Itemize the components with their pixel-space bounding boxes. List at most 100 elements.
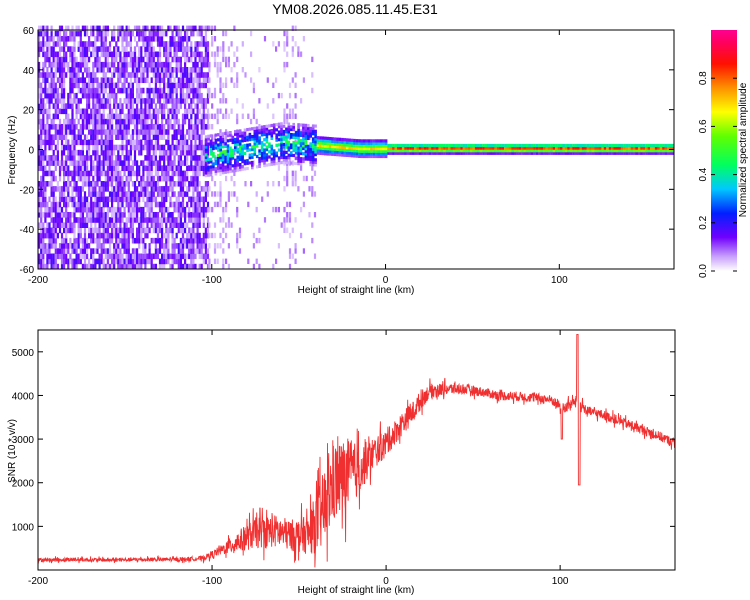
heatmap-cell <box>94 108 97 115</box>
heatmap-cell <box>188 118 191 125</box>
heatmap-cell <box>291 170 294 176</box>
heatmap-cell <box>123 51 126 58</box>
heatmap-cell <box>127 227 130 234</box>
heatmap-cell <box>44 103 47 109</box>
heatmap-cell <box>106 165 109 171</box>
heatmap-cell <box>196 196 199 203</box>
heatmap-cell <box>192 232 195 239</box>
heatmap-cell <box>222 212 225 218</box>
heatmap-cell <box>167 51 170 58</box>
heatmap-cell <box>171 139 174 146</box>
heatmap-cell <box>92 77 95 83</box>
heatmap-cell <box>328 147 332 151</box>
heatmap-cell <box>311 56 314 63</box>
heatmap-cell <box>169 217 172 223</box>
heatmap-cell <box>133 108 137 115</box>
heatmap-cell <box>44 61 47 68</box>
heatmap-cell <box>69 92 72 99</box>
heatmap-cell <box>167 165 170 171</box>
heatmap-cell <box>253 152 257 156</box>
heatmap-cell <box>171 36 174 42</box>
heatmap-cell <box>163 129 166 135</box>
heatmap-cell <box>169 98 172 104</box>
heatmap-cell <box>186 253 189 260</box>
heatmap-cell <box>302 128 305 132</box>
heatmap-cell <box>48 243 51 249</box>
heatmap-cell <box>202 186 205 192</box>
heatmap-cell <box>83 108 87 115</box>
heatmap-cell <box>50 67 53 73</box>
heatmap-cell <box>186 201 189 208</box>
heatmap-cell <box>204 196 207 203</box>
heatmap-cell <box>472 143 475 148</box>
heatmap-cell <box>150 36 153 42</box>
heatmap-cell <box>169 67 172 73</box>
heatmap-cell <box>562 146 565 150</box>
heatmap-cell <box>270 144 274 148</box>
heatmap-cell <box>212 152 215 156</box>
heatmap-cell <box>113 170 116 177</box>
heatmap-cell <box>75 67 78 73</box>
heatmap-cell <box>169 25 172 32</box>
heatmap-cell <box>221 158 225 162</box>
heatmap-cell <box>353 154 356 158</box>
heatmap-cell <box>56 253 59 260</box>
heatmap-cell <box>255 154 259 159</box>
heatmap-cell <box>313 253 317 259</box>
heatmap-cell <box>584 143 587 148</box>
heatmap-cell <box>111 36 114 42</box>
heatmap-cell <box>81 263 84 270</box>
heatmap-cell <box>209 173 213 177</box>
heatmap-cell <box>123 82 126 89</box>
heatmap-cell <box>219 132 222 136</box>
heatmap-cell <box>136 92 139 99</box>
heatmap-cell <box>192 51 195 58</box>
heatmap-cell <box>270 152 274 156</box>
heatmap-cell <box>138 165 141 171</box>
heatmap-cell <box>117 87 120 94</box>
heatmap-cell <box>198 139 201 146</box>
heatmap-cell <box>253 137 257 141</box>
heatmap-cell <box>140 258 143 265</box>
heatmap-cell <box>46 181 49 187</box>
heatmap-cell <box>148 46 151 52</box>
heatmap-cell <box>188 253 191 260</box>
heatmap-cell <box>236 98 239 104</box>
heatmap-cell <box>200 237 203 244</box>
heatmap-cell <box>263 148 266 152</box>
x-tick-label: 100 <box>552 576 569 587</box>
heatmap-cell <box>181 175 185 182</box>
heatmap-cell <box>83 175 87 182</box>
heatmap-cell <box>216 201 219 208</box>
heatmap-cell <box>102 227 105 234</box>
heatmap-cell <box>138 263 141 270</box>
heatmap-cell <box>117 61 120 68</box>
heatmap-cell <box>263 151 266 155</box>
heatmap-cell <box>404 143 407 148</box>
heatmap-cell <box>294 151 298 155</box>
heatmap-cell <box>65 61 68 68</box>
heatmap-cell <box>98 258 101 265</box>
heatmap-cell <box>104 72 107 78</box>
heatmap-cell <box>113 51 116 58</box>
heatmap-cell <box>181 25 185 32</box>
heatmap-cell <box>196 227 199 234</box>
heatmap-cell <box>115 98 118 104</box>
heatmap-cell <box>129 165 132 171</box>
heatmap-cell <box>108 46 112 52</box>
heatmap-cell <box>86 175 89 182</box>
heatmap-cell <box>46 134 49 140</box>
heatmap-cell <box>603 151 607 155</box>
heatmap-cell <box>38 46 41 52</box>
heatmap-cell <box>42 129 45 135</box>
heatmap-cell <box>140 217 143 223</box>
heatmap-cell <box>287 140 291 144</box>
heatmap-cell <box>399 149 402 153</box>
heatmap-cell <box>620 149 624 153</box>
heatmap-cell <box>299 123 303 127</box>
heatmap-cell <box>513 151 517 155</box>
heatmap-cell <box>194 149 197 156</box>
heatmap-cell <box>311 137 315 141</box>
heatmap-cell <box>206 227 210 234</box>
heatmap-cell <box>119 191 122 197</box>
